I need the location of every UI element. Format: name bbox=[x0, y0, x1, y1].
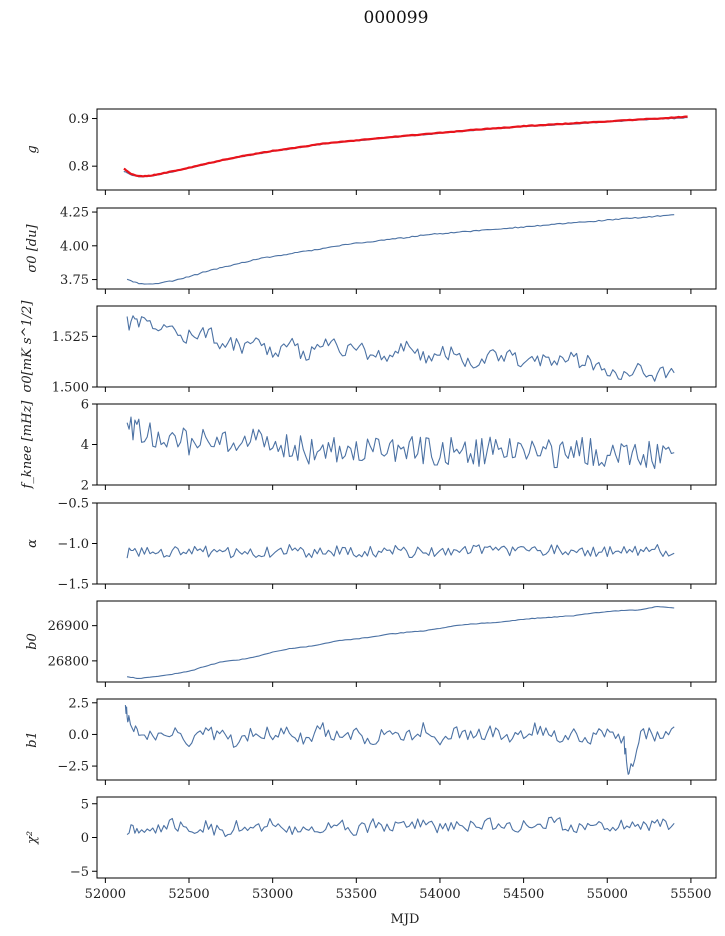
series-line-data-2 bbox=[126, 214, 675, 285]
x-tick-label: 52500 bbox=[168, 887, 209, 902]
axes-frame bbox=[96, 796, 717, 879]
series-line-data-5 bbox=[126, 544, 675, 559]
axes-frame bbox=[96, 108, 717, 191]
panel-1: 0.8 0.9 g bbox=[25, 108, 717, 195]
panel-2: 3.75 4.00 4.25 σ0 [du] bbox=[25, 206, 717, 294]
panel-5: −1.5 −1.0 −0.5 α bbox=[25, 497, 717, 593]
y-tick-label: 6 bbox=[81, 398, 89, 413]
y-tick-label: −1.5 bbox=[57, 578, 89, 593]
y-tick-label: −0.5 bbox=[57, 497, 89, 512]
axes-frame bbox=[96, 403, 717, 486]
y-axis-label: σ0 [du] bbox=[25, 224, 40, 273]
y-tick-label: 0.8 bbox=[68, 160, 89, 175]
y-tick-label: −1.0 bbox=[57, 537, 89, 552]
y-tick-label: 4 bbox=[81, 438, 89, 453]
y-tick-label: 0 bbox=[81, 831, 89, 846]
x-tick-label: 55000 bbox=[587, 887, 628, 902]
panel-4: 2 4 6 f_knee [mHz] bbox=[20, 398, 717, 494]
x-tick-label: 54000 bbox=[419, 887, 460, 902]
series-line-data-4 bbox=[126, 416, 675, 470]
y-tick-label: 0.9 bbox=[68, 112, 89, 127]
x-tick-label: 55500 bbox=[670, 887, 711, 902]
x-tick-label: 52000 bbox=[85, 887, 126, 902]
y-tick-label: 1.525 bbox=[52, 330, 89, 345]
figure-title: 000099 bbox=[364, 8, 429, 28]
y-axis-label: f_knee [mHz] bbox=[20, 400, 35, 490]
x-tick-label: 53500 bbox=[336, 887, 377, 902]
y-tick-label: 5 bbox=[81, 797, 89, 812]
panel-6: 26800 26900 b0 bbox=[25, 600, 717, 687]
y-tick-label: −2.5 bbox=[57, 760, 89, 775]
axes-frame bbox=[96, 207, 717, 290]
panel-3: 1.500 1.525 σ0[mK s^1/2] bbox=[20, 300, 717, 396]
panels: 0.8 0.9 g 3.75 4.00 4.25 σ0 [du] 1.500 1.525 σ0[m… bbox=[20, 108, 717, 902]
x-tick-label: 53000 bbox=[252, 887, 293, 902]
axes-frame bbox=[96, 600, 717, 683]
series-line-data-7 bbox=[124, 705, 675, 775]
y-axis-label: g bbox=[25, 145, 40, 153]
y-axis-label: α bbox=[25, 539, 40, 548]
y-tick-label: 4.00 bbox=[60, 239, 89, 254]
y-tick-label: 3.75 bbox=[60, 273, 89, 288]
y-tick-label: 26800 bbox=[48, 654, 89, 669]
y-tick-label: 0.0 bbox=[68, 728, 89, 743]
series-line-data-8 bbox=[126, 816, 675, 838]
y-axis-label: χ² bbox=[25, 831, 40, 845]
axes-frame bbox=[96, 305, 717, 388]
series-line-data-3 bbox=[126, 315, 675, 382]
y-tick-label: 26900 bbox=[48, 619, 89, 634]
y-tick-label: 2.5 bbox=[68, 696, 89, 711]
y-axis-label: b0 bbox=[25, 633, 40, 650]
y-axis-label: b1 bbox=[25, 731, 40, 748]
series-line-data-6 bbox=[126, 605, 675, 679]
y-axis-label: σ0[mK s^1/2] bbox=[20, 300, 35, 393]
axes-frame bbox=[96, 698, 717, 781]
y-tick-label: −5 bbox=[70, 865, 89, 880]
panel-7: −2.5 0.0 2.5 b1 bbox=[25, 696, 717, 785]
axes-frame bbox=[96, 502, 717, 585]
series-line-model-1 bbox=[123, 115, 688, 178]
y-tick-label: 2 bbox=[81, 479, 89, 494]
x-tick-label: 54500 bbox=[503, 887, 544, 902]
panel-8: −5 0 5 52000 52500 53000 53500 54000 54500 55000 5… bbox=[25, 796, 717, 902]
x-axis-label: MJD bbox=[391, 912, 420, 927]
y-tick-label: 4.25 bbox=[60, 206, 89, 221]
series-line-data-1 bbox=[123, 116, 688, 178]
y-tick-label: 1.500 bbox=[52, 381, 89, 396]
